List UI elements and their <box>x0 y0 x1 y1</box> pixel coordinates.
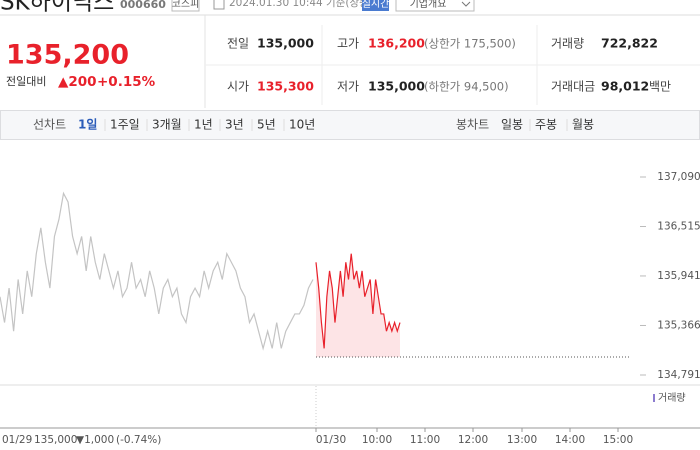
stat-value: 98,012 <box>601 79 649 94</box>
tabs: 선차트 1일 1주일 3개월 1년 3년 5년 10년 봉차트 일봉 주봉 월봉 <box>33 118 594 132</box>
tab-group-label: 봉차트 <box>456 118 489 132</box>
tab[interactable]: 월봉 <box>572 118 594 132</box>
y-tick-label: 136,515 <box>657 221 700 233</box>
y-tick-label: 137,090 <box>657 171 700 183</box>
market-box <box>171 0 200 12</box>
stat-label: 시가 <box>227 80 249 94</box>
stat-label: 고가 <box>337 37 359 51</box>
stat-value: 135,300 <box>257 79 314 94</box>
tab[interactable]: 1일 <box>78 118 97 132</box>
y-tick-label: 135,941 <box>657 270 700 282</box>
x-tick-label: 10:00 <box>362 434 392 446</box>
tab[interactable]: 3년 <box>225 118 244 132</box>
market: 코스피 <box>172 0 200 10</box>
company-info[interactable]: 기업개요 <box>410 0 447 10</box>
x-tick-label: 13:00 <box>507 434 537 446</box>
volume-label: 거래량 <box>658 392 686 404</box>
company-box <box>395 0 475 12</box>
stat-value: 135,000 <box>368 79 425 94</box>
stat-extra: (상한가 175,500) <box>424 37 516 51</box>
stat-unit: 백만 <box>649 80 671 94</box>
y-tick-label: 135,366 <box>657 319 700 331</box>
stats-row: 시가 135,300 저가 135,000 (하한가 94,500) 거래대금 … <box>227 79 671 94</box>
x-tick-label: 11:00 <box>410 434 440 446</box>
tab[interactable]: 일봉 <box>501 118 523 132</box>
calendar-icon <box>213 0 225 10</box>
x-tick-label: 14:00 <box>555 434 585 446</box>
prev-change: ▼1,000 <box>76 434 114 446</box>
area <box>316 253 400 357</box>
tab[interactable]: 3개월 <box>152 118 182 132</box>
stat-label: 저가 <box>337 80 359 94</box>
line <box>0 191 314 351</box>
prev-change-pct: (-0.74%) <box>116 434 161 446</box>
tab[interactable]: 주봉 <box>535 118 557 132</box>
change: ▲200 <box>58 74 97 90</box>
prev-close: 135,000 <box>34 434 77 446</box>
stat-value: 136,200 <box>368 36 425 51</box>
time: 2024.01.30 10:44 기준(장중) <box>229 0 373 9</box>
line <box>315 253 401 349</box>
stat-label: 거래량 <box>551 37 584 51</box>
stats-row: 전일 135,000 고가 136,200 (상한가 175,500) 거래량 … <box>227 36 658 51</box>
caret <box>461 1 471 7</box>
stat-label: 거래대금 <box>551 80 595 94</box>
stat-extra: (하한가 94,500) <box>424 80 509 94</box>
volume-legend-key <box>653 394 655 402</box>
realtime-box <box>362 0 389 11</box>
prev-date: 01/29 <box>2 434 32 446</box>
tab[interactable]: 5년 <box>257 118 276 132</box>
stock-name: SK하이닉스 <box>0 0 114 16</box>
stat-value: 135,000 <box>257 36 314 51</box>
current-price: 135,200 <box>6 40 129 71</box>
change-pct: +0.15% <box>97 74 156 90</box>
change-label: 전일대비 <box>6 74 46 88</box>
stock-code: 000660 <box>120 0 166 11</box>
tab[interactable]: 10년 <box>289 118 315 132</box>
stat-value: 722,822 <box>601 36 658 51</box>
x-tick-label: 12:00 <box>458 434 488 446</box>
tab[interactable]: 1주일 <box>110 118 140 132</box>
x-tick-label: 01/30 <box>316 434 346 446</box>
plot: 137,090 136,515 135,941 135,366 134,791 01/30… <box>0 171 700 446</box>
tab[interactable]: 1년 <box>194 118 213 132</box>
tab-group-label: 선차트 <box>33 118 66 132</box>
realtime[interactable]: 실시간 <box>362 0 390 10</box>
stat-label: 전일 <box>227 37 249 51</box>
y-tick-label: 134,791 <box>657 369 700 381</box>
x-tick-label: 15:00 <box>603 434 633 446</box>
